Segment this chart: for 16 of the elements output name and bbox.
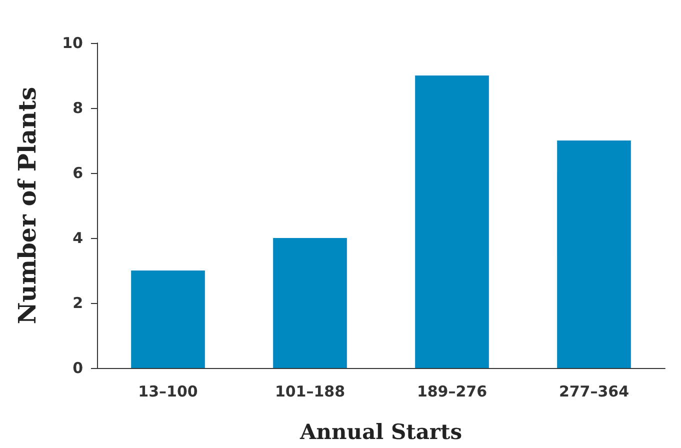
y-tick-label: 6 [72, 164, 83, 182]
x-tick-label: 101–188 [274, 382, 346, 400]
x-tick-label: 13–100 [138, 382, 198, 400]
y-tick-label: 0 [72, 359, 83, 377]
x-tick-label: 189–276 [416, 382, 488, 400]
x-axis-title: Annual Starts [298, 419, 462, 444]
y-tick-label: 8 [72, 99, 83, 117]
bar [415, 76, 489, 368]
y-tick-label: 2 [72, 294, 83, 312]
bar [273, 238, 347, 368]
y-tick-label: 10 [62, 34, 83, 52]
y-tick-label: 4 [72, 229, 83, 247]
y-axis-title: Number of Plants [12, 86, 42, 324]
bar [557, 140, 631, 368]
bar [131, 270, 205, 368]
x-tick-label: 277–364 [558, 382, 630, 400]
